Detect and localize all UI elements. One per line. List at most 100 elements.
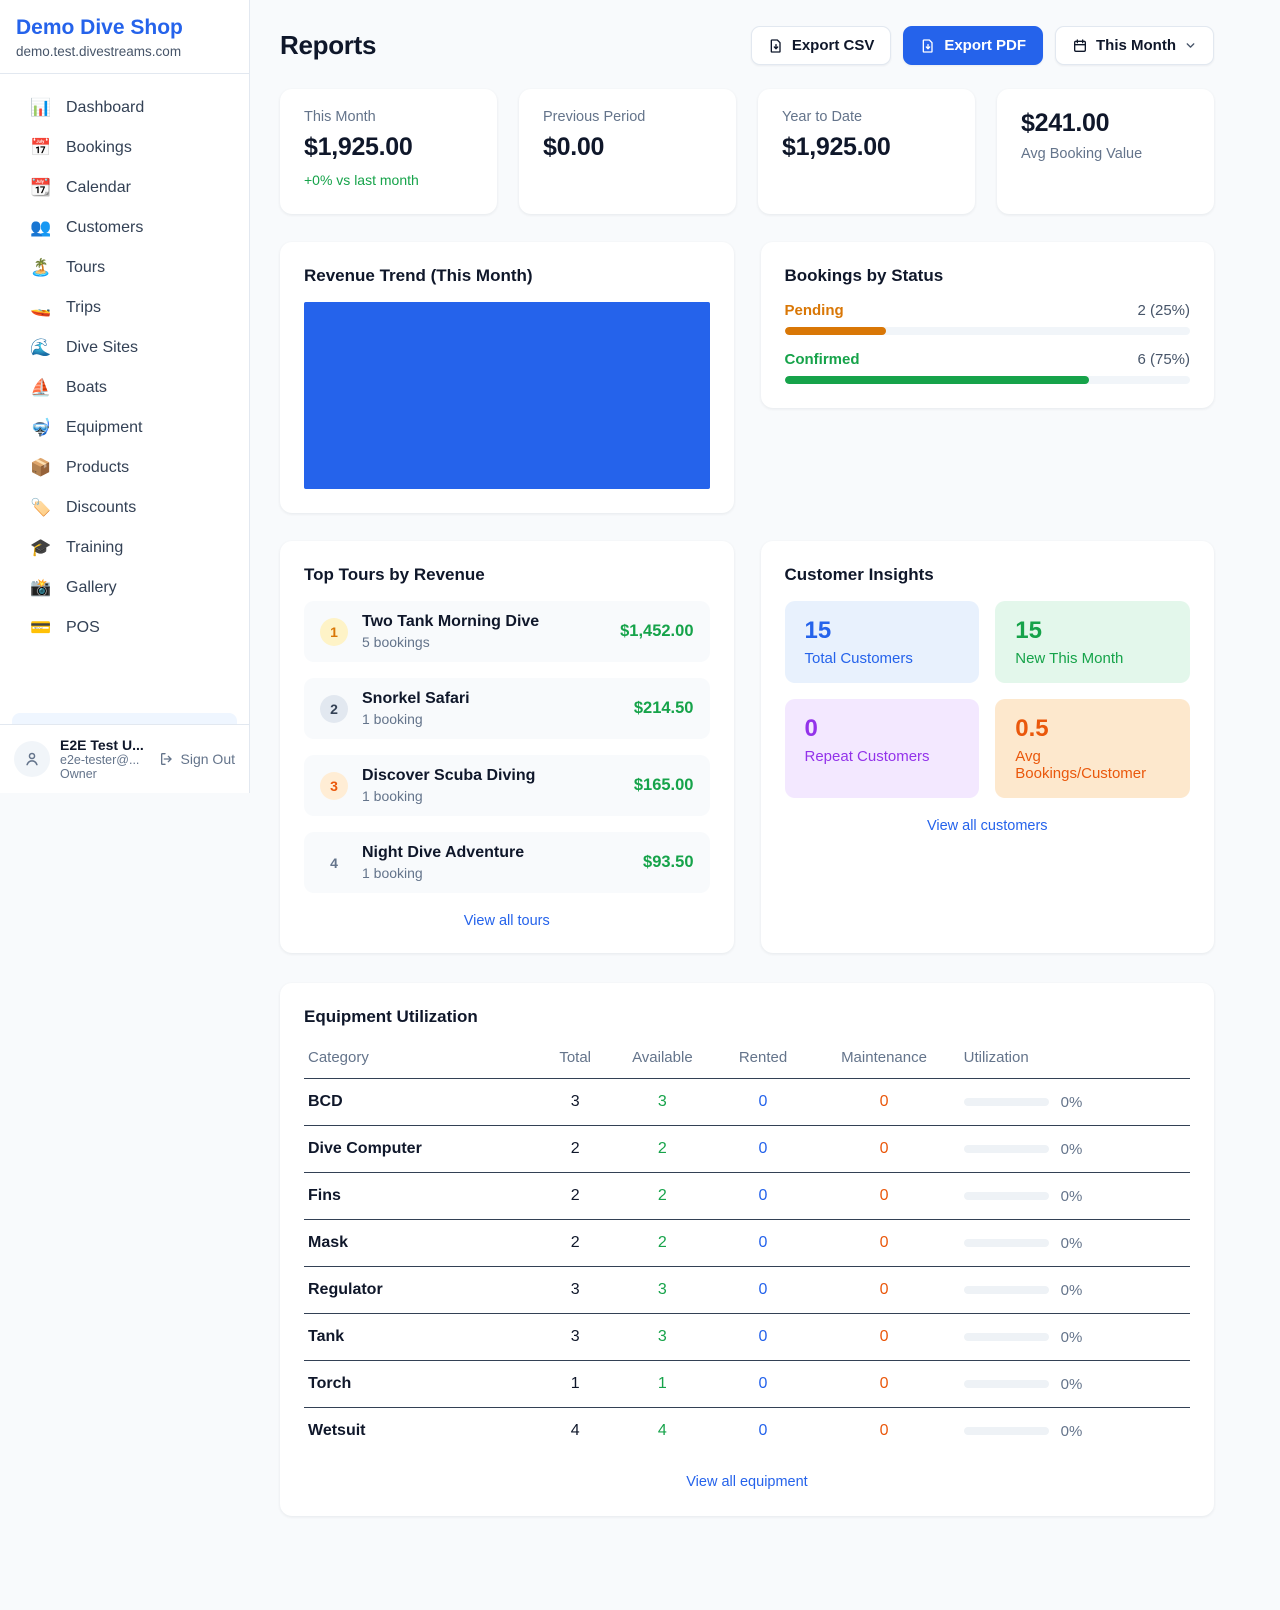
- tour-row[interactable]: 4 Night Dive Adventure 1 booking $93.50: [304, 832, 710, 893]
- cell-utilization: 0%: [960, 1408, 1190, 1455]
- sidebar-item[interactable]: 🏷️ Discounts: [0, 488, 249, 528]
- user-role: Owner: [60, 767, 97, 781]
- insight-tile: 15 New This Month: [995, 601, 1190, 683]
- cell-rented: 0: [717, 1078, 809, 1126]
- view-all-equipment-link[interactable]: View all equipment: [686, 1474, 808, 1490]
- user-name: E2E Test U...: [60, 737, 144, 753]
- bookings-by-status-card: Bookings by Status Pending 2 (25%): [760, 242, 1214, 408]
- utilization-bar: [963, 1286, 1049, 1294]
- status-bar-fill: [784, 376, 1089, 384]
- sidebar-item-label: Boats: [66, 379, 107, 396]
- utilization-percent: 0%: [1060, 1140, 1083, 1158]
- status-group: Pending 2 (25%): [784, 302, 1191, 335]
- tour-row[interactable]: 2 Snorkel Safari 1 booking $214.50: [304, 678, 710, 739]
- cell-available: 3: [607, 1266, 718, 1314]
- insight-label: Total Customers: [804, 650, 913, 667]
- avatar: [14, 741, 50, 777]
- sidebar-item-label: Bookings: [66, 139, 132, 156]
- file-download-icon: [768, 38, 784, 54]
- tour-text: Snorkel Safari 1 booking: [362, 690, 470, 727]
- sidebar-item-label: Tours: [66, 259, 106, 276]
- status-bar-track: [784, 376, 1190, 384]
- cell-total: 3: [543, 1078, 608, 1126]
- header-actions: Export CSV Export PDF This Month: [750, 26, 1214, 65]
- brand-name[interactable]: Demo Dive Shop: [16, 16, 183, 39]
- sidebar-item[interactable]: 📆 Calendar: [0, 168, 249, 208]
- stat-card-this-month: This Month $1,925.00 +0% vs last month: [280, 89, 497, 214]
- cell-total: 1: [543, 1360, 608, 1408]
- page-title: Reports: [280, 30, 377, 60]
- sidebar-item-icon: ⛵: [30, 378, 52, 397]
- tour-text: Discover Scuba Diving 1 booking: [362, 767, 535, 804]
- table-row: Fins 2 2 0 0 0%: [304, 1172, 1190, 1220]
- cell-utilization: 0%: [959, 1172, 1190, 1220]
- cell-total: 4: [570, 1422, 580, 1439]
- tour-name: Two Tank Morning Dive: [362, 613, 540, 630]
- tour-name: Night Dive Adventure: [362, 844, 525, 861]
- tour-row[interactable]: 1 Two Tank Morning Dive 5 bookings $1,45…: [304, 601, 710, 662]
- user-email: e2e-tester@...: [60, 753, 140, 767]
- rank-badge: 4: [330, 854, 338, 871]
- sidebar-item-label: Equipment: [66, 419, 143, 436]
- col-rented: Rented: [717, 1039, 809, 1079]
- cell-utilization: 0%: [959, 1078, 1190, 1126]
- sidebar-item-reports-active-partial[interactable]: [12, 713, 237, 724]
- insight-label: New This Month: [1015, 650, 1124, 667]
- cell-category: Dive Computer: [304, 1125, 544, 1173]
- cell-rented: 0: [717, 1172, 809, 1220]
- user-meta: E2E Test U... e2e-tester@... Owner: [60, 737, 144, 781]
- stats-row: This Month $1,925.00 +0% vs last month P…: [280, 89, 1214, 214]
- table-row: Mask 2 2 0 0 0%: [304, 1219, 1190, 1267]
- sidebar-item[interactable]: 🤿 Equipment: [0, 408, 249, 448]
- status-head: Pending 2 (25%): [785, 302, 1191, 319]
- tour-list: 1 Two Tank Morning Dive 5 bookings $1,45…: [304, 601, 710, 893]
- insight-tile: 0.5 Avg Bookings/Customer: [995, 699, 1190, 798]
- sign-out-button[interactable]: Sign Out: [159, 751, 235, 767]
- stat-delta: +0% vs last month: [304, 172, 419, 188]
- tour-bookings: 1 booking: [362, 788, 423, 804]
- sidebar-item[interactable]: 🚤 Trips: [0, 288, 249, 328]
- sidebar-item[interactable]: 📸 Gallery: [0, 568, 249, 608]
- period-dropdown[interactable]: This Month: [1055, 26, 1214, 65]
- equipment-utilization-card: Equipment Utilization Category Total Ava…: [280, 983, 1214, 1516]
- insight-value: 0.5: [1015, 715, 1049, 742]
- view-all-tours-link[interactable]: View all tours: [463, 913, 550, 929]
- export-pdf-button[interactable]: Export PDF: [903, 26, 1044, 65]
- sidebar-item[interactable]: 📦 Products: [0, 448, 249, 488]
- sidebar-item[interactable]: 🎓 Training: [0, 528, 249, 568]
- sidebar-item[interactable]: 📊 Dashboard: [0, 88, 249, 128]
- tour-revenue: $93.50: [643, 853, 694, 871]
- sidebar-item[interactable]: 🌊 Dive Sites: [0, 328, 249, 368]
- table-row: Dive Computer 2 2 0 0 0%: [304, 1125, 1190, 1173]
- file-download-icon: [920, 38, 936, 54]
- export-csv-button[interactable]: Export CSV: [750, 26, 892, 65]
- tour-revenue: $214.50: [633, 699, 694, 717]
- cell-utilization: 0%: [959, 1313, 1190, 1361]
- sign-out-label: Sign Out: [180, 751, 235, 767]
- revenue-trend-title: Revenue Trend (This Month): [304, 266, 533, 285]
- status-group: Confirmed 6 (75%): [784, 351, 1190, 384]
- cell-category: Regulator: [304, 1266, 544, 1314]
- sidebar-item[interactable]: ⛵ Boats: [0, 368, 249, 408]
- tour-row[interactable]: 3 Discover Scuba Diving 1 booking $165.0…: [304, 755, 710, 816]
- sidebar-item[interactable]: 🏝️ Tours: [0, 248, 249, 288]
- stat-label: Previous Period: [543, 109, 646, 125]
- cell-maintenance: 0: [808, 1313, 960, 1361]
- sidebar-item-icon: 🎓: [30, 538, 52, 557]
- sidebar-item[interactable]: 👥 Customers: [0, 208, 249, 248]
- view-all-customers-link[interactable]: View all customers: [926, 818, 1048, 834]
- sidebar-item[interactable]: 💳 POS: [0, 608, 249, 648]
- sidebar-item[interactable]: 📅 Bookings: [0, 128, 249, 168]
- cell-total: 2: [543, 1172, 608, 1220]
- status-bar-fill: [784, 327, 886, 335]
- cell-maintenance: 0: [808, 1125, 960, 1173]
- sidebar-item-label: Discounts: [66, 499, 137, 516]
- cell-maintenance: 0: [808, 1360, 960, 1408]
- cell-total: 3: [543, 1313, 608, 1361]
- sidebar-item-label: Training: [66, 539, 124, 556]
- sidebar-item-icon: 📊: [30, 98, 52, 117]
- col-utilization: Utilization: [959, 1039, 1190, 1079]
- status-count: 2 (25%): [1137, 302, 1190, 319]
- insight-tile: 15 Total Customers: [784, 601, 980, 683]
- top-tours-card: Top Tours by Revenue 1 Two Tank Morning …: [280, 541, 734, 953]
